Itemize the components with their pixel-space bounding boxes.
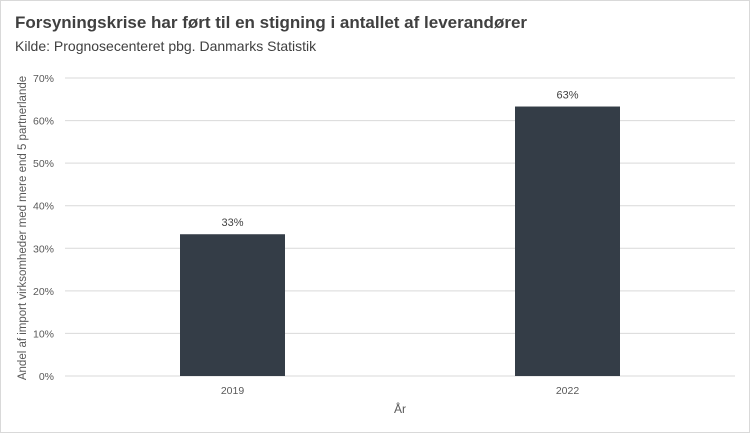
y-tick-label: 40%	[33, 201, 54, 213]
x-axis-label: År	[394, 401, 406, 416]
chart-title: Forsyningskrise har ført til en stigning…	[15, 13, 528, 32]
y-tick-label: 20%	[33, 286, 54, 298]
y-tick-label: 10%	[33, 328, 54, 340]
bars	[180, 106, 620, 376]
bar-2019	[180, 234, 285, 376]
x-tick-label-2022: 2022	[556, 385, 580, 397]
data-label-2019: 33%	[221, 217, 243, 229]
bar-2022	[515, 106, 620, 376]
data-label-2022: 63%	[556, 90, 578, 102]
x-tick-label-2019: 2019	[221, 385, 245, 397]
gridlines	[65, 77, 735, 377]
data-labels: 33% 63%	[221, 90, 578, 230]
y-tick-label: 70%	[33, 73, 54, 85]
y-tick-label: 50%	[33, 158, 54, 170]
y-axis-label: Andel af import virksomheder med mere en…	[17, 76, 29, 380]
y-tick-label: 0%	[39, 371, 54, 383]
y-axis-ticks: 0% 10% 20% 30% 40% 50% 60% 70%	[33, 73, 54, 383]
x-axis-ticks: 2019 2022	[221, 385, 580, 397]
y-tick-label: 30%	[33, 243, 54, 255]
chart-subtitle: Kilde: Prognosecenteret pbg. Danmarks St…	[15, 38, 317, 54]
y-tick-label: 60%	[33, 116, 54, 128]
